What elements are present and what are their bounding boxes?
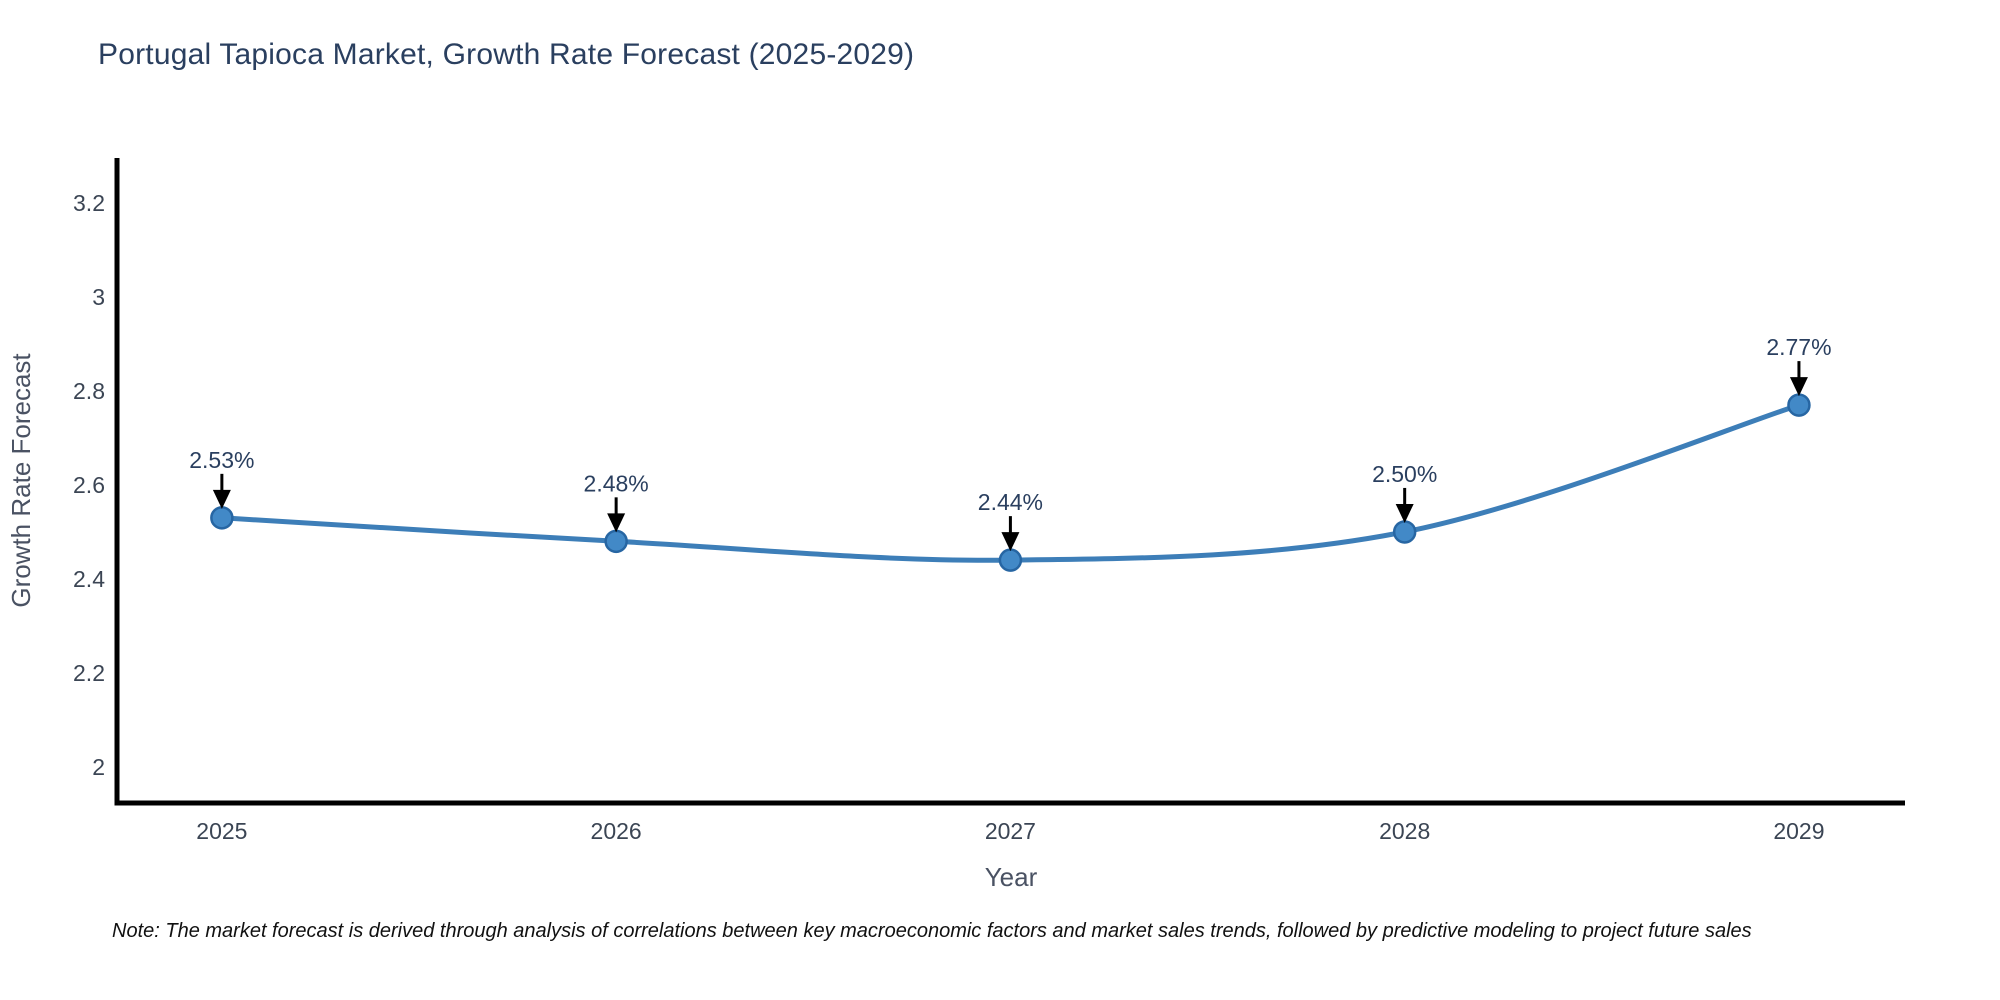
- chart-title: Portugal Tapioca Market, Growth Rate For…: [98, 38, 915, 71]
- y-tick-label: 2.8: [73, 378, 105, 404]
- y-tick-label: 2.4: [73, 566, 105, 592]
- data-point-label: 2.77%: [1766, 334, 1831, 360]
- data-point-label: 2.48%: [584, 470, 649, 496]
- data-point-label: 2.44%: [978, 489, 1043, 515]
- annotation-arrow-head: [1001, 532, 1020, 552]
- x-tick-label: 2026: [591, 818, 642, 844]
- y-tick-label: 3.2: [73, 190, 105, 216]
- y-tick-label: 2.6: [73, 472, 105, 498]
- annotation-arrow-head: [212, 489, 231, 509]
- annotation-arrow-head: [1789, 377, 1808, 397]
- data-point-marker: [210, 506, 234, 530]
- data-point-marker: [604, 529, 628, 554]
- data-point-marker: [998, 548, 1023, 572]
- y-tick-label: 2: [92, 754, 105, 780]
- data-point-label: 2.53%: [189, 447, 254, 473]
- data-point-marker: [1392, 520, 1417, 544]
- x-tick-label: 2027: [985, 818, 1036, 844]
- y-tick-label: 2.2: [73, 660, 105, 686]
- x-tick-label: 2029: [1773, 818, 1824, 844]
- y-axis-title: Growth Rate Forecast: [6, 353, 36, 608]
- x-axis-title: Year: [985, 862, 1038, 892]
- x-tick-label: 2025: [196, 818, 247, 844]
- footnote: Note: The market forecast is derived thr…: [112, 920, 1752, 942]
- data-point-marker: [1787, 393, 1811, 417]
- data-point-label: 2.50%: [1372, 461, 1437, 487]
- y-tick-label: 3: [92, 284, 105, 310]
- annotation-arrow-head: [607, 513, 626, 533]
- x-tick-label: 2028: [1379, 818, 1430, 844]
- annotation-arrow-head: [1395, 503, 1414, 523]
